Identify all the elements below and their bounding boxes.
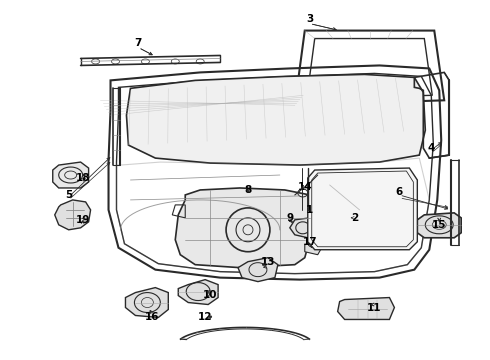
Text: 17: 17 (302, 237, 317, 247)
Text: 15: 15 (432, 220, 446, 230)
Text: 6: 6 (396, 187, 403, 197)
Polygon shape (305, 242, 322, 255)
Polygon shape (125, 288, 168, 318)
Polygon shape (417, 213, 461, 238)
Polygon shape (332, 210, 369, 228)
Text: 12: 12 (198, 312, 212, 323)
Polygon shape (308, 168, 417, 250)
Text: 1: 1 (306, 205, 314, 215)
Text: 18: 18 (75, 173, 90, 183)
Text: 8: 8 (245, 185, 251, 195)
Text: 4: 4 (428, 143, 435, 153)
Polygon shape (338, 298, 394, 319)
Text: 10: 10 (203, 289, 218, 300)
Polygon shape (55, 200, 91, 230)
Text: 14: 14 (297, 182, 312, 192)
Polygon shape (126, 75, 425, 165)
Text: 7: 7 (135, 37, 142, 48)
Text: 5: 5 (65, 190, 73, 200)
Polygon shape (178, 280, 218, 305)
Polygon shape (290, 218, 315, 238)
Polygon shape (53, 162, 89, 188)
Text: 19: 19 (75, 215, 90, 225)
Text: 9: 9 (286, 213, 294, 223)
Text: 11: 11 (367, 302, 382, 312)
Text: 13: 13 (261, 257, 275, 267)
Polygon shape (175, 188, 315, 268)
Text: 16: 16 (145, 312, 160, 323)
Text: 2: 2 (351, 213, 358, 223)
Text: 3: 3 (306, 14, 314, 24)
Polygon shape (238, 258, 278, 282)
